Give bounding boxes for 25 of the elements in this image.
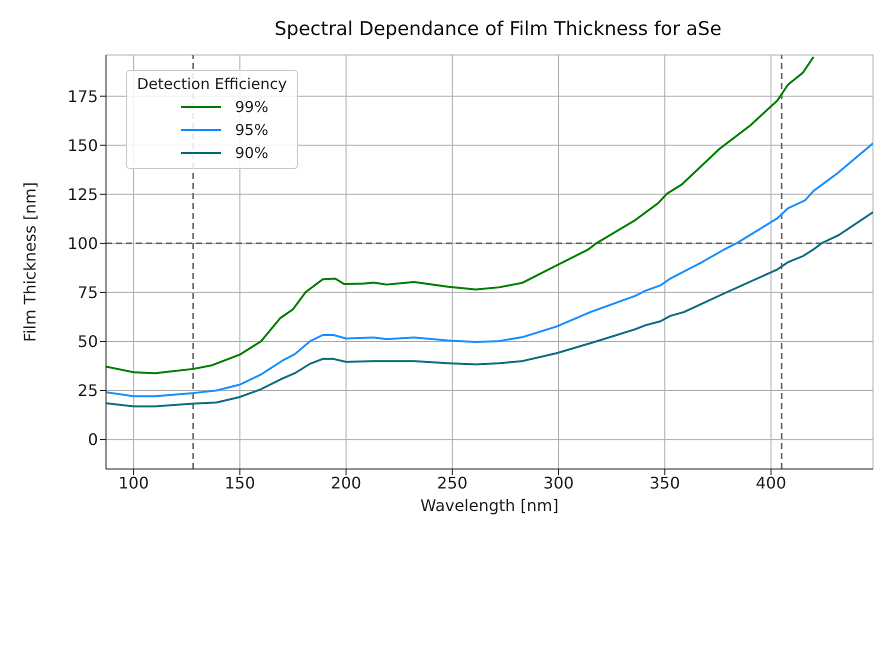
x-tick-label: 400 xyxy=(756,473,786,492)
y-tick-label: 50 xyxy=(78,332,98,352)
y-tick-label: 25 xyxy=(78,381,98,400)
x-tick-label: 300 xyxy=(543,473,574,492)
legend-label: 90% xyxy=(235,144,268,162)
x-tick-label: 250 xyxy=(437,473,468,492)
legend-label: 95% xyxy=(235,120,268,138)
x-tick-label: 150 xyxy=(224,473,256,492)
line-series xyxy=(106,142,873,398)
y-tick-label: 175 xyxy=(67,86,98,106)
chart-title: Spectral Dependance of Film Thickness for aSe xyxy=(273,18,723,40)
x-tick-label: 350 xyxy=(650,473,680,492)
line-series xyxy=(106,56,815,374)
y-tick-label: 75 xyxy=(78,283,98,302)
y-axis-title: Film Thickness [nm] xyxy=(20,182,40,342)
y-tick-label: 0 xyxy=(88,430,98,450)
y-tick-label: 150 xyxy=(67,136,98,155)
x-tick-label: 100 xyxy=(118,473,149,492)
line-series xyxy=(106,211,873,408)
legend-label: 99% xyxy=(235,98,268,116)
x-tick-label: 200 xyxy=(330,473,362,492)
y-tick-label: 125 xyxy=(67,184,98,204)
x-axis-title: Wavelength [nm] xyxy=(420,496,559,515)
legend-title: Detection Efficiency xyxy=(137,75,287,93)
y-tick-label: 100 xyxy=(67,234,98,254)
